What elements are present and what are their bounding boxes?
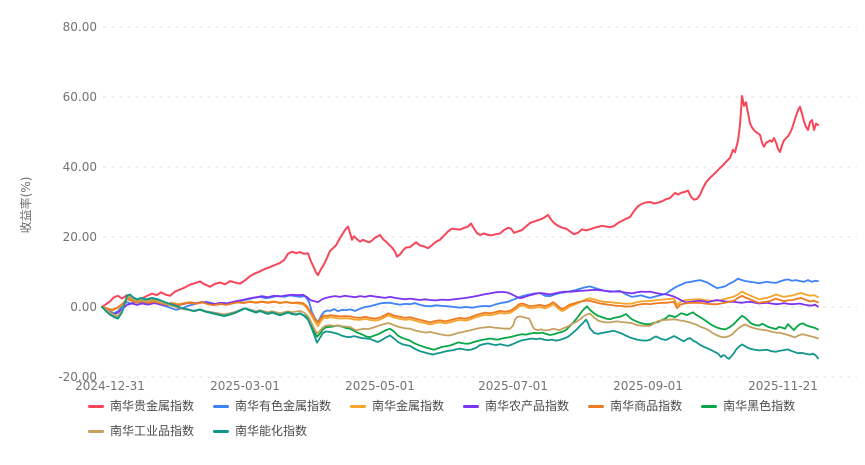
legend-color-dash-icon [588,405,605,408]
legend-item-label: 南华能化指数 [235,424,308,438]
series-line-南华商品指数[interactable] [101,294,819,324]
x-axis-tick-label: 2025-03-01 [210,379,280,393]
legend-color-dash-icon [463,405,480,408]
legend-color-dash-icon [701,405,718,408]
x-axis-tick-label: 2025-07-01 [478,379,548,393]
x-axis-tick-label: 2025-11-21 [748,379,818,393]
legend-item-南华工业品指数[interactable]: 南华工业品指数 [88,424,194,439]
series-line-南华工业品指数[interactable] [101,295,819,340]
legend-item-南华贵金属指数[interactable]: 南华贵金属指数 [88,399,194,414]
x-axis-tick-label: 2025-05-01 [345,379,415,393]
legend-item-南华农产品指数[interactable]: 南华农产品指数 [463,399,569,414]
x-axis-tick-label: 2025-09-01 [613,379,683,393]
legend-item-label: 南华贵金属指数 [110,399,195,413]
series-line-南华农产品指数[interactable] [101,288,819,316]
legend-color-dash-icon [88,405,104,408]
legend-color-dash-icon [213,430,230,433]
legend-item-南华金属指数[interactable]: 南华金属指数 [350,399,444,414]
y-axis-tick-label: 80.00 [63,20,97,34]
series-line-南华贵金属指数[interactable] [101,95,819,308]
y-axis-tick-label: 0.00 [70,300,97,314]
legend-color-dash-icon [213,405,230,408]
legend-color-dash-icon [350,405,367,408]
chart-legend: 南华贵金属指数 南华有色金属指数 南华金属指数 南华农产品指数 南华商品指数 南华黑色指数… [88,399,828,439]
legend-item-label: 南华工业品指数 [110,424,195,438]
y-axis-title: 收益率(%) [18,177,33,234]
legend-item-label: 南华农产品指数 [485,399,570,413]
legend-item-南华商品指数[interactable]: 南华商品指数 [588,399,682,414]
x-axis-tick-label: 2024-12-31 [75,379,145,393]
y-axis-tick-label: -20.00 [58,370,97,384]
series-line-南华金属指数[interactable] [101,290,819,328]
series-line-南华能化指数[interactable] [101,293,819,360]
y-axis-tick-label: 60.00 [63,90,97,104]
legend-item-南华黑色指数[interactable]: 南华黑色指数 [701,399,795,414]
legend-item-label: 南华商品指数 [610,399,683,413]
y-axis-tick-label: 20.00 [63,230,97,244]
legend-color-dash-icon [88,430,104,433]
y-axis-tick-label: 40.00 [63,160,97,174]
legend-item-label: 南华有色金属指数 [235,399,332,413]
legend-item-南华有色金属指数[interactable]: 南华有色金属指数 [213,399,331,414]
legend-item-label: 南华黑色指数 [723,399,796,413]
legend-item-南华能化指数[interactable]: 南华能化指数 [213,424,307,439]
legend-item-label: 南华金属指数 [372,399,445,413]
